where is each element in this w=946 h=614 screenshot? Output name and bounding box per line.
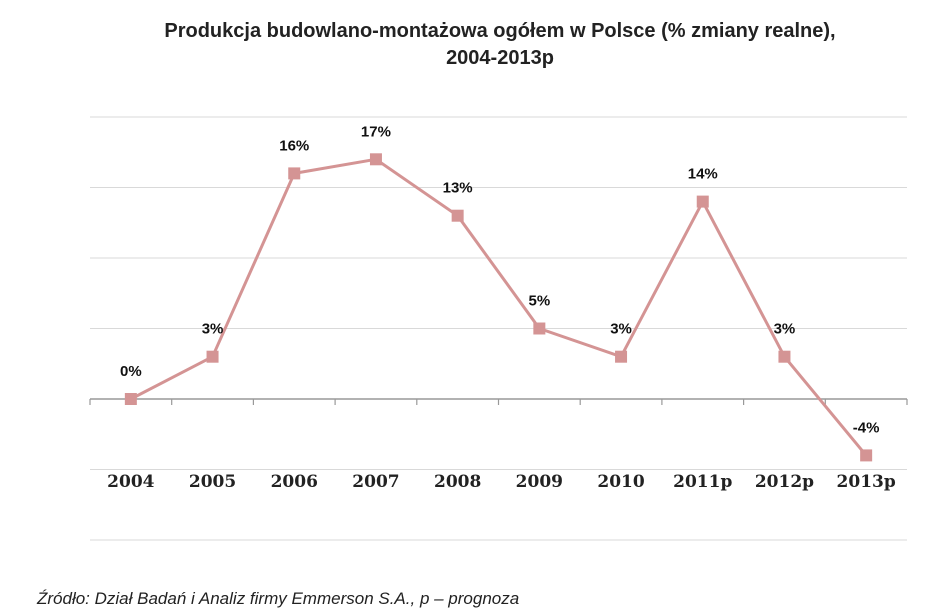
data-point-marker <box>288 167 301 180</box>
x-tick-label: 2012p <box>755 472 814 492</box>
data-label: 16% <box>279 137 309 154</box>
x-tick-label: 2005 <box>189 472 236 492</box>
data-point-marker <box>124 393 137 405</box>
data-point-marker <box>533 322 546 335</box>
data-label: 3% <box>202 321 224 338</box>
chart-title-line2: 2004-2013p <box>446 47 554 69</box>
x-tick-label: 2007 <box>352 472 399 492</box>
x-tick-label: 2004 <box>107 472 154 492</box>
x-tick-label: 2010 <box>597 472 644 492</box>
data-label: 5% <box>529 293 551 310</box>
source-note: Źródło: Dział Badań i Analiz firmy Emmer… <box>37 589 520 608</box>
data-label: 13% <box>443 180 473 197</box>
x-tick-label: 2013p <box>837 472 896 492</box>
data-label: 3% <box>774 321 796 338</box>
data-label: 14% <box>688 166 718 183</box>
data-point-marker <box>451 209 464 222</box>
data-point-marker <box>206 350 219 363</box>
x-tick-label: 2011p <box>673 472 732 492</box>
series-line <box>130 157 868 457</box>
chart-title: Produkcja budowlano-montażowa ogółem w P… <box>0 18 946 72</box>
x-tick-label: 2008 <box>434 472 481 492</box>
data-label: -4% <box>853 419 880 436</box>
data-label: 3% <box>610 321 632 338</box>
data-point-marker <box>696 195 709 208</box>
data-point-marker <box>860 449 873 462</box>
x-tick-label: 2009 <box>516 472 563 492</box>
chart-title-line1: Produkcja budowlano-montażowa ogółem w P… <box>164 20 836 42</box>
data-label: 0% <box>120 363 142 380</box>
x-tick-label: 2006 <box>271 472 318 492</box>
data-point-marker <box>369 153 382 166</box>
data-point-marker <box>615 350 628 363</box>
data-label: 17% <box>361 123 391 140</box>
data-point-marker <box>778 350 791 363</box>
